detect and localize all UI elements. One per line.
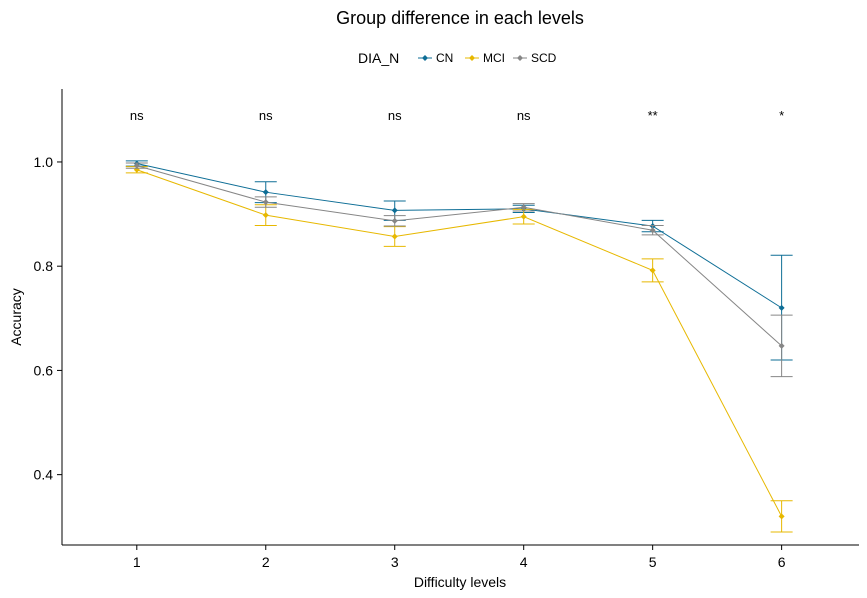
data-point <box>778 342 785 349</box>
data-point <box>778 304 785 311</box>
legend-marker <box>517 55 523 61</box>
data-point <box>262 189 269 196</box>
significance-label: ** <box>648 108 658 123</box>
data-point <box>520 213 527 220</box>
data-point <box>262 212 269 219</box>
legend-marker <box>422 55 428 61</box>
series-line <box>136 169 783 517</box>
series-line <box>136 163 782 309</box>
legend-label: CN <box>436 51 453 65</box>
legend-label: SCD <box>531 51 557 65</box>
x-tick-label: 4 <box>520 554 528 570</box>
y-tick-label: 0.4 <box>34 467 54 483</box>
y-tick-label: 0.8 <box>34 258 54 274</box>
significance-annotations: ns ns ns ns ** * <box>130 108 784 123</box>
x-tick-label: 1 <box>133 554 141 570</box>
data-point <box>391 207 398 214</box>
x-axis-title: Difficulty levels <box>414 574 506 590</box>
significance-label: ns <box>259 108 273 123</box>
data-point <box>649 267 656 274</box>
plot-area <box>125 160 793 533</box>
legend-marker <box>469 55 475 61</box>
series-scd <box>125 162 793 378</box>
legend-item-scd: SCD <box>513 51 557 65</box>
legend-item-cn: CN <box>418 51 453 65</box>
data-point <box>262 199 269 206</box>
data-point <box>391 217 398 224</box>
x-tick-label: 6 <box>778 554 786 570</box>
data-point <box>391 233 398 240</box>
y-tick-label: 1.0 <box>34 154 54 170</box>
significance-label: ns <box>130 108 144 123</box>
data-point <box>133 162 140 169</box>
significance-label: ns <box>517 108 531 123</box>
x-tick-label: 3 <box>391 554 399 570</box>
legend-label: MCI <box>483 51 505 65</box>
chart-title: Group difference in each levels <box>336 8 584 28</box>
significance-label: * <box>779 108 784 123</box>
ticks: 0.4 0.6 0.8 1.0 1 2 3 4 5 6 <box>34 154 786 570</box>
data-point <box>649 227 656 234</box>
legend-title: DIA_N <box>358 50 399 66</box>
series-mci <box>125 166 793 533</box>
significance-label: ns <box>388 108 402 123</box>
data-point <box>778 513 785 520</box>
data-point <box>520 204 527 211</box>
x-tick-label: 5 <box>649 554 657 570</box>
legend-item-mci: MCI <box>465 51 505 65</box>
y-tick-label: 0.6 <box>34 362 54 378</box>
y-axis-title: Accuracy <box>8 288 24 346</box>
x-tick-label: 2 <box>262 554 270 570</box>
axes <box>61 89 859 546</box>
series-line <box>136 165 782 347</box>
legend: DIA_N CN MCI SCD <box>358 50 557 66</box>
